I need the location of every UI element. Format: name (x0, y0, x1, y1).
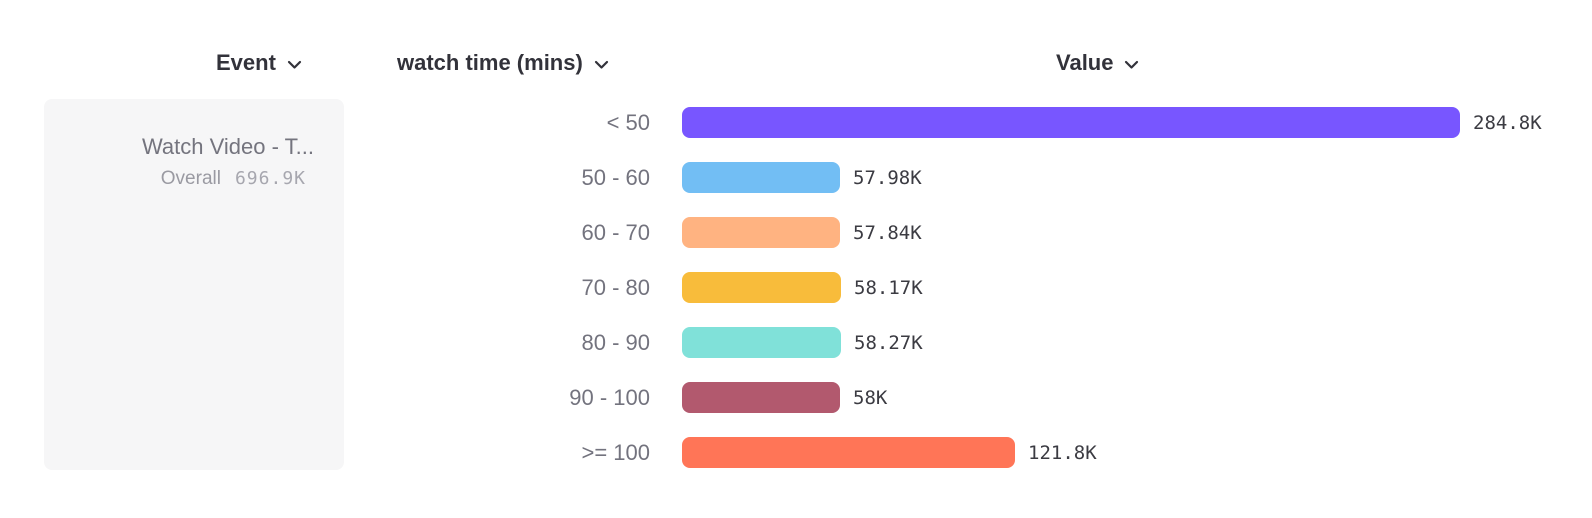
category-label: 70 - 80 (581, 274, 651, 300)
bar-value-label: 284.8K (1473, 111, 1542, 134)
chart-row: >= 100 121.8K (350, 425, 1592, 480)
overall-label: Overall (160, 168, 221, 189)
category-label: 60 - 70 (581, 219, 651, 245)
bar[interactable] (682, 327, 841, 358)
bar-value-label: 57.84K (853, 221, 922, 244)
bar[interactable] (682, 162, 840, 193)
chevron-down-icon (1124, 60, 1139, 70)
bar-value-label: 121.8K (1028, 441, 1097, 464)
event-name: Watch Video - T... (141, 134, 314, 159)
category-label: < 50 (606, 109, 650, 135)
bar[interactable] (682, 382, 840, 413)
bar-value-label: 58K (853, 386, 888, 409)
value-column-header[interactable]: Value (1056, 48, 1139, 78)
chart-row: < 50 284.8K (350, 95, 1592, 150)
bar-area: 58.17K (682, 272, 1592, 303)
category-label: >= 100 (581, 439, 650, 465)
chart-row: 80 - 90 58.27K (350, 315, 1592, 370)
overall-line: Overall 696.9K (64, 168, 306, 190)
chart-row: 70 - 80 58.17K (350, 260, 1592, 315)
chart-row: 90 - 100 58K (350, 370, 1592, 425)
breakdown-column-header[interactable]: watch time (mins) (397, 48, 609, 78)
bar-area: 57.98K (682, 162, 1592, 193)
category-label: 80 - 90 (581, 329, 651, 355)
event-column-header-label: Event (216, 50, 276, 75)
value-column-header-label: Value (1056, 50, 1114, 75)
bar[interactable] (682, 107, 1460, 138)
event-column-header[interactable]: Event (216, 48, 302, 78)
bar-value-label: 57.98K (853, 166, 922, 189)
chevron-down-icon (287, 60, 302, 70)
bar-value-label: 58.17K (854, 276, 923, 299)
chart-row: 50 - 60 57.98K (350, 150, 1592, 205)
chart-row: 60 - 70 57.84K (350, 205, 1592, 260)
bar-chart: < 50 284.8K 50 - 60 57.98K 60 - 70 57.84… (350, 95, 1592, 480)
chevron-down-icon (594, 60, 609, 70)
bar[interactable] (682, 272, 841, 303)
event-legend-card[interactable]: Watch Video - T... Overall 696.9K (44, 99, 344, 470)
breakdown-column-header-label: watch time (mins) (397, 50, 583, 75)
category-label: 90 - 100 (569, 384, 650, 410)
category-label: 50 - 60 (581, 164, 651, 190)
bar-area: 58.27K (682, 327, 1592, 358)
bar-area: 284.8K (682, 107, 1592, 138)
bar-area: 121.8K (682, 437, 1592, 468)
bar[interactable] (682, 437, 1015, 468)
bar[interactable] (682, 217, 840, 248)
bar-area: 57.84K (682, 217, 1592, 248)
overall-value: 696.9K (234, 168, 306, 189)
bar-area: 58K (682, 382, 1592, 413)
bar-value-label: 58.27K (854, 331, 923, 354)
